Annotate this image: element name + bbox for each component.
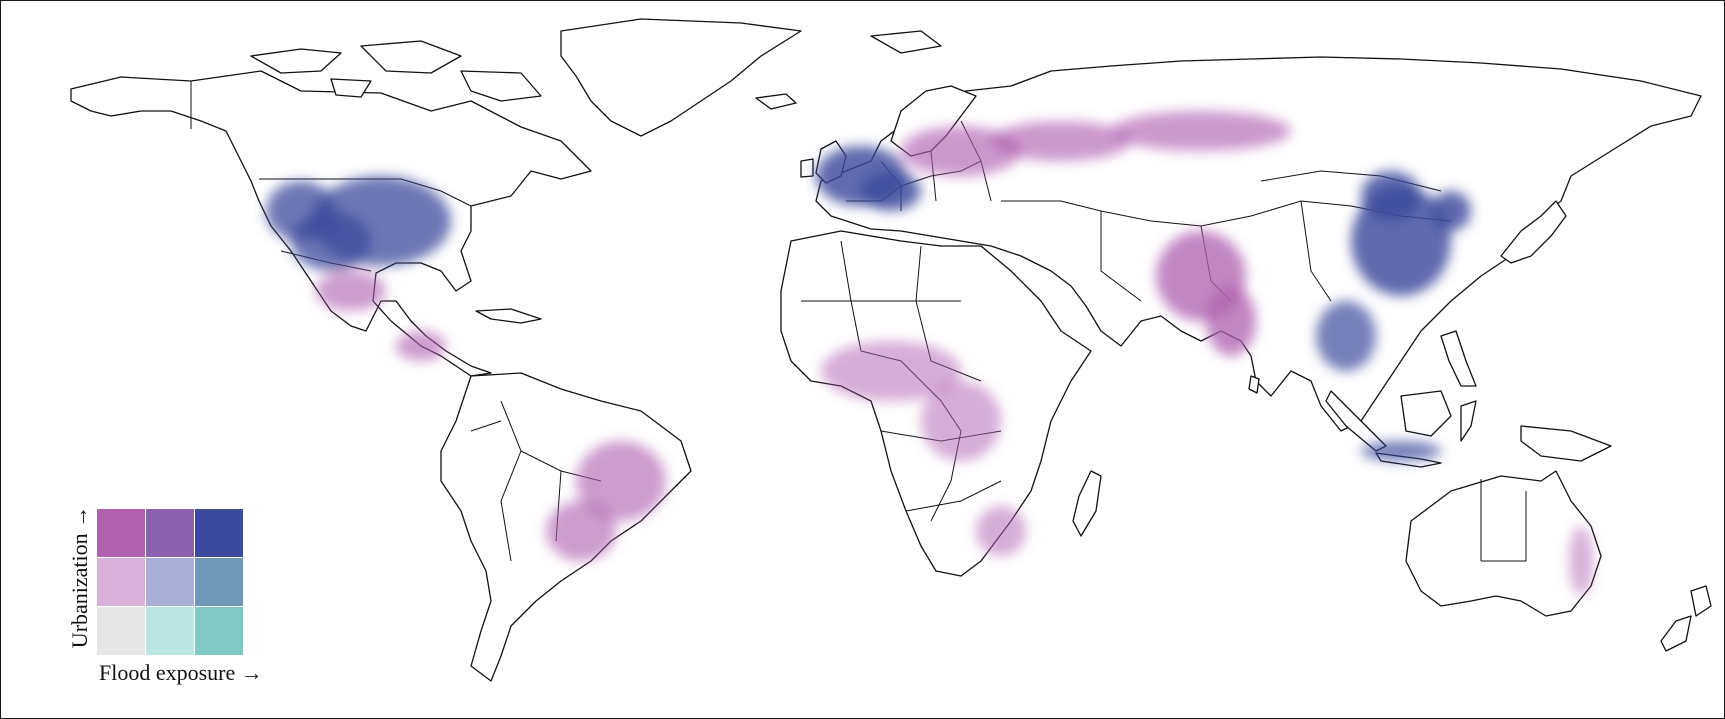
- land-new-zealand: [1660, 585, 1712, 652]
- land-japan: [1500, 200, 1567, 264]
- hotspot-9-0: [1569, 526, 1593, 596]
- legend-cell-r1-c1: [146, 558, 194, 606]
- land-iceland: [755, 93, 797, 110]
- hotspot-8-0: [821, 341, 961, 401]
- hotspot-2-2: [1111, 111, 1291, 151]
- land-australia: [1405, 470, 1602, 617]
- legend-cell-r2-c0: [97, 607, 145, 655]
- hotspot-2-0: [901, 126, 1021, 176]
- legend-y-label: Urbanization →: [67, 505, 92, 649]
- hotspot-5-1: [1361, 441, 1441, 461]
- hotspot-1-1: [861, 171, 921, 211]
- legend-cell-r1-c2: [195, 558, 243, 606]
- bivariate-legend: Urbanization → Flood exposure →: [63, 501, 303, 701]
- border-south-america: [470, 400, 602, 562]
- hotspot-3-1: [1206, 286, 1256, 356]
- hotspot-6-0: [316, 271, 386, 311]
- land-new-guinea: [1520, 425, 1612, 462]
- legend-cell-r0-c2: [195, 509, 243, 557]
- land-cuba: [475, 308, 542, 324]
- legend-cell-r2-c1: [146, 607, 194, 655]
- legend-cell-r1-c0: [97, 558, 145, 606]
- legend-x-label: Flood exposure →: [99, 660, 263, 685]
- land-ireland: [800, 158, 814, 178]
- land-borneo: [1400, 390, 1452, 437]
- hotspot-7-0: [576, 441, 666, 521]
- legend-grid: [97, 509, 243, 655]
- land-madagascar: [1072, 470, 1102, 537]
- hotspot-8-2: [976, 506, 1026, 556]
- legend-cell-r0-c0: [97, 509, 145, 557]
- land-greenland: [560, 18, 802, 137]
- hotspot-8-1: [921, 381, 1001, 461]
- hotspot-5-0: [1316, 301, 1376, 371]
- hotspot-4-2: [1431, 191, 1471, 231]
- border-australia: [1480, 479, 1527, 562]
- hotspot-4-1: [1361, 171, 1421, 221]
- hotspot-7-1: [546, 501, 616, 561]
- density-layer: [266, 111, 1593, 596]
- land-sulawesi: [1460, 400, 1477, 442]
- land-sri-lanka: [1248, 375, 1260, 394]
- hotspot-6-1: [396, 331, 446, 361]
- hotspot-2-1: [991, 121, 1131, 161]
- legend-cell-r0-c1: [146, 509, 194, 557]
- hotspot-0-2: [266, 181, 336, 241]
- legend-cell-r2-c2: [195, 607, 243, 655]
- land-philippines: [1440, 330, 1477, 387]
- land-arctic-islands: [250, 30, 942, 102]
